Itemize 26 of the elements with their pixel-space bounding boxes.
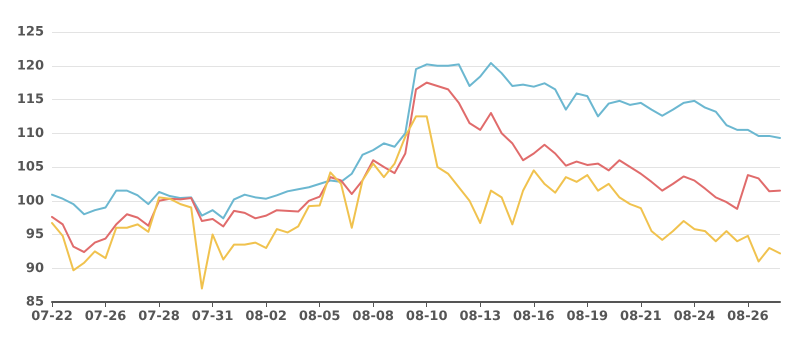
y-tick-label: 125 xyxy=(16,24,44,40)
x-tick-label: 08-19 xyxy=(566,309,608,324)
y-tick-label: 120 xyxy=(16,58,44,74)
x-tick-label: 08-10 xyxy=(406,309,448,324)
x-tick-label: 08-21 xyxy=(620,309,662,324)
x-tick-label: 07-26 xyxy=(84,309,126,324)
x-tick-label: 08-24 xyxy=(674,309,716,324)
y-tick-label: 115 xyxy=(16,92,44,107)
y-tick-label: 105 xyxy=(16,160,44,174)
y-tick-label: 95 xyxy=(26,227,44,242)
y-tick-label: 100 xyxy=(16,193,44,208)
x-tick-label: 07-31 xyxy=(192,309,234,324)
x-tick-label: 08-05 xyxy=(298,309,340,324)
x-tick-label: 08-08 xyxy=(352,309,394,324)
line-series xyxy=(51,82,781,254)
x-tick-label: 08-26 xyxy=(727,309,769,324)
line-series xyxy=(51,115,781,290)
x-tick-label: 07-28 xyxy=(138,309,180,324)
x-tick-label: 07-22 xyxy=(31,309,73,324)
y-tick-label: 85 xyxy=(26,294,44,310)
x-tick-label: 08-02 xyxy=(245,309,287,324)
y-tick-label: 90 xyxy=(26,260,44,276)
x-tick-label: 08-13 xyxy=(459,309,502,324)
x-tick-label: 08-16 xyxy=(512,309,555,324)
y-tick-label: 110 xyxy=(16,126,44,141)
line-series xyxy=(51,62,781,220)
